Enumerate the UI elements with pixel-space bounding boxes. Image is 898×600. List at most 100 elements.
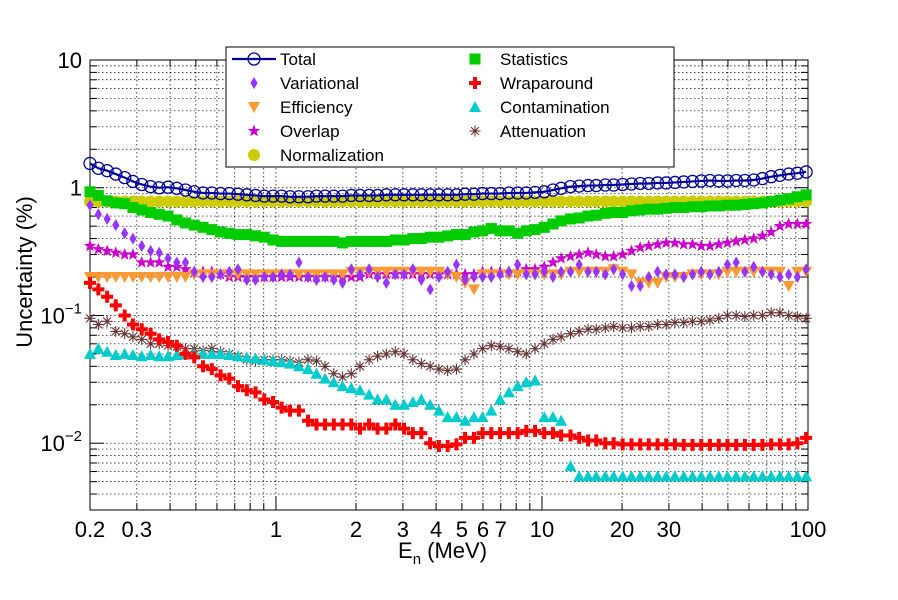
contamination-point bbox=[642, 470, 655, 482]
statistics-point bbox=[538, 221, 550, 233]
normalization-point bbox=[529, 195, 542, 208]
statistics-point bbox=[179, 217, 191, 229]
contamination-point bbox=[258, 353, 271, 365]
attenuation-point bbox=[582, 323, 594, 335]
total-point bbox=[615, 177, 630, 192]
statistics-point bbox=[678, 202, 690, 214]
overlap-point bbox=[634, 241, 647, 253]
efficiency-point bbox=[109, 272, 122, 284]
variational-point bbox=[426, 283, 434, 296]
overlap-point bbox=[659, 236, 673, 249]
variational-point bbox=[435, 271, 443, 284]
total-point bbox=[712, 174, 726, 188]
total-point bbox=[362, 188, 376, 203]
efficiency-point bbox=[92, 272, 105, 284]
overlap-point bbox=[703, 239, 717, 252]
contamination-point bbox=[800, 470, 813, 482]
normalization-point bbox=[153, 195, 166, 208]
efficiency-point bbox=[153, 272, 166, 284]
total-point bbox=[799, 165, 813, 179]
variational-point bbox=[208, 271, 216, 284]
contamination-point bbox=[231, 350, 244, 362]
attenuation-point bbox=[380, 348, 392, 360]
attenuation-point bbox=[643, 320, 655, 332]
efficiency-point bbox=[450, 272, 463, 284]
variational-point bbox=[181, 256, 190, 269]
contamination-point bbox=[747, 470, 760, 482]
legend-label: Overlap bbox=[280, 122, 340, 141]
statistics-point bbox=[652, 203, 664, 215]
normalization-point bbox=[398, 195, 411, 208]
contamination-point bbox=[371, 393, 384, 405]
total-point bbox=[397, 188, 411, 202]
legend-label: Normalization bbox=[280, 146, 384, 165]
attenuation-point bbox=[389, 346, 401, 358]
attenuation-point bbox=[459, 354, 471, 366]
total-point bbox=[301, 190, 315, 204]
data-series bbox=[83, 156, 813, 482]
attenuation-point bbox=[450, 363, 462, 375]
attenuation-point bbox=[608, 320, 620, 332]
statistics-point bbox=[284, 235, 296, 247]
wraparound-point bbox=[363, 418, 376, 431]
total-point bbox=[668, 175, 682, 190]
variational-point bbox=[347, 263, 355, 276]
efficiency-point bbox=[336, 269, 349, 281]
wraparound-point bbox=[502, 427, 515, 440]
wraparound-point bbox=[607, 437, 620, 450]
contamination-point bbox=[616, 470, 629, 482]
contamination-point bbox=[354, 384, 367, 396]
total-point bbox=[790, 166, 805, 180]
normalization-point bbox=[573, 195, 586, 208]
overlap-point bbox=[799, 217, 813, 230]
series-statistics bbox=[84, 186, 812, 249]
wraparound-point bbox=[450, 438, 463, 451]
variational-point bbox=[592, 265, 600, 278]
attenuation-point bbox=[407, 354, 419, 366]
variational-point bbox=[461, 273, 469, 286]
variational-point bbox=[758, 265, 767, 278]
contamination-point bbox=[336, 380, 349, 392]
variational-point bbox=[487, 271, 495, 284]
legend-entry-overlap: Overlap bbox=[247, 122, 340, 141]
overlap-point bbox=[695, 239, 708, 252]
efficiency-point bbox=[292, 269, 305, 281]
variational-point bbox=[121, 227, 129, 240]
overlap-point bbox=[83, 239, 97, 252]
statistics-point bbox=[450, 229, 462, 241]
legend: Total Variational Efficiency Overlap Normali… bbox=[225, 46, 675, 168]
statistics-point bbox=[372, 235, 384, 247]
overlap-point bbox=[625, 244, 638, 257]
statistics-point bbox=[206, 224, 218, 236]
variational-point bbox=[671, 268, 679, 281]
efficiency-point bbox=[380, 266, 393, 278]
wraparound-point bbox=[546, 427, 559, 440]
variational-point bbox=[627, 280, 636, 293]
statistics-point bbox=[608, 206, 620, 218]
efficiency-point bbox=[415, 266, 428, 278]
variational-point bbox=[409, 263, 417, 276]
series-total bbox=[83, 156, 813, 204]
statistics-point bbox=[345, 235, 357, 247]
contamination-point bbox=[607, 470, 620, 482]
total-point bbox=[283, 190, 297, 204]
variational-point bbox=[199, 271, 207, 284]
variational-point bbox=[776, 271, 784, 284]
wraparound-point bbox=[459, 431, 472, 444]
x-tick-label: 2 bbox=[350, 517, 362, 542]
total-point bbox=[633, 176, 647, 191]
total-point bbox=[729, 173, 743, 188]
contamination-point bbox=[467, 411, 480, 423]
legend-label: Contamination bbox=[500, 98, 610, 117]
total-point bbox=[510, 186, 525, 200]
variational-point bbox=[138, 239, 146, 252]
statistics-point bbox=[424, 231, 436, 243]
overlap-point bbox=[161, 260, 175, 273]
contamination-point bbox=[529, 374, 542, 386]
attenuation-point bbox=[774, 307, 786, 319]
efficiency-point bbox=[126, 272, 139, 284]
total-point bbox=[589, 178, 603, 193]
overlap-point bbox=[747, 232, 760, 244]
variational-point bbox=[452, 258, 461, 271]
efficiency-point bbox=[625, 269, 638, 281]
